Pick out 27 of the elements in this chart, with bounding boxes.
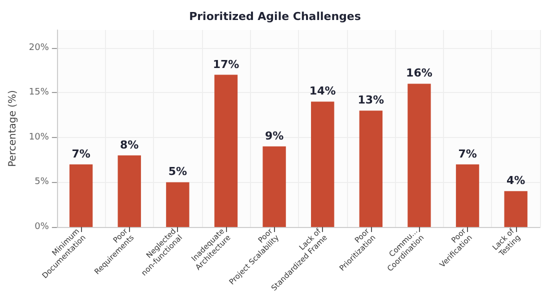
- data-label: 4%: [506, 174, 526, 188]
- data-label: 13%: [358, 94, 384, 107]
- data-label: 16%: [406, 66, 432, 80]
- y-tick-label: 5%: [34, 177, 50, 188]
- y-tick-label: 0%: [34, 222, 50, 232]
- bar: [504, 191, 528, 227]
- bar: [166, 182, 190, 227]
- data-label: 14%: [309, 84, 336, 98]
- y-tick-label: 15%: [28, 88, 50, 98]
- bar: [311, 102, 334, 227]
- data-label: 7%: [458, 147, 477, 160]
- chart-title: Prioritized Agile Challenges: [189, 10, 362, 23]
- bar: [262, 146, 286, 227]
- y-axis-title: Percentage (%): [8, 90, 18, 167]
- data-label: 17%: [212, 58, 240, 71]
- bar: [408, 84, 431, 227]
- data-label: 8%: [120, 138, 139, 152]
- bar: [456, 164, 480, 227]
- data-label: 5%: [168, 165, 188, 178]
- data-label: 7%: [72, 147, 90, 160]
- bar: [214, 74, 238, 227]
- bar: [359, 110, 383, 227]
- bar: [118, 155, 141, 227]
- data-label: 9%: [264, 129, 284, 142]
- y-tick-label: 10%: [28, 132, 50, 142]
- y-tick-label: 20%: [28, 42, 50, 53]
- bar: [69, 164, 93, 227]
